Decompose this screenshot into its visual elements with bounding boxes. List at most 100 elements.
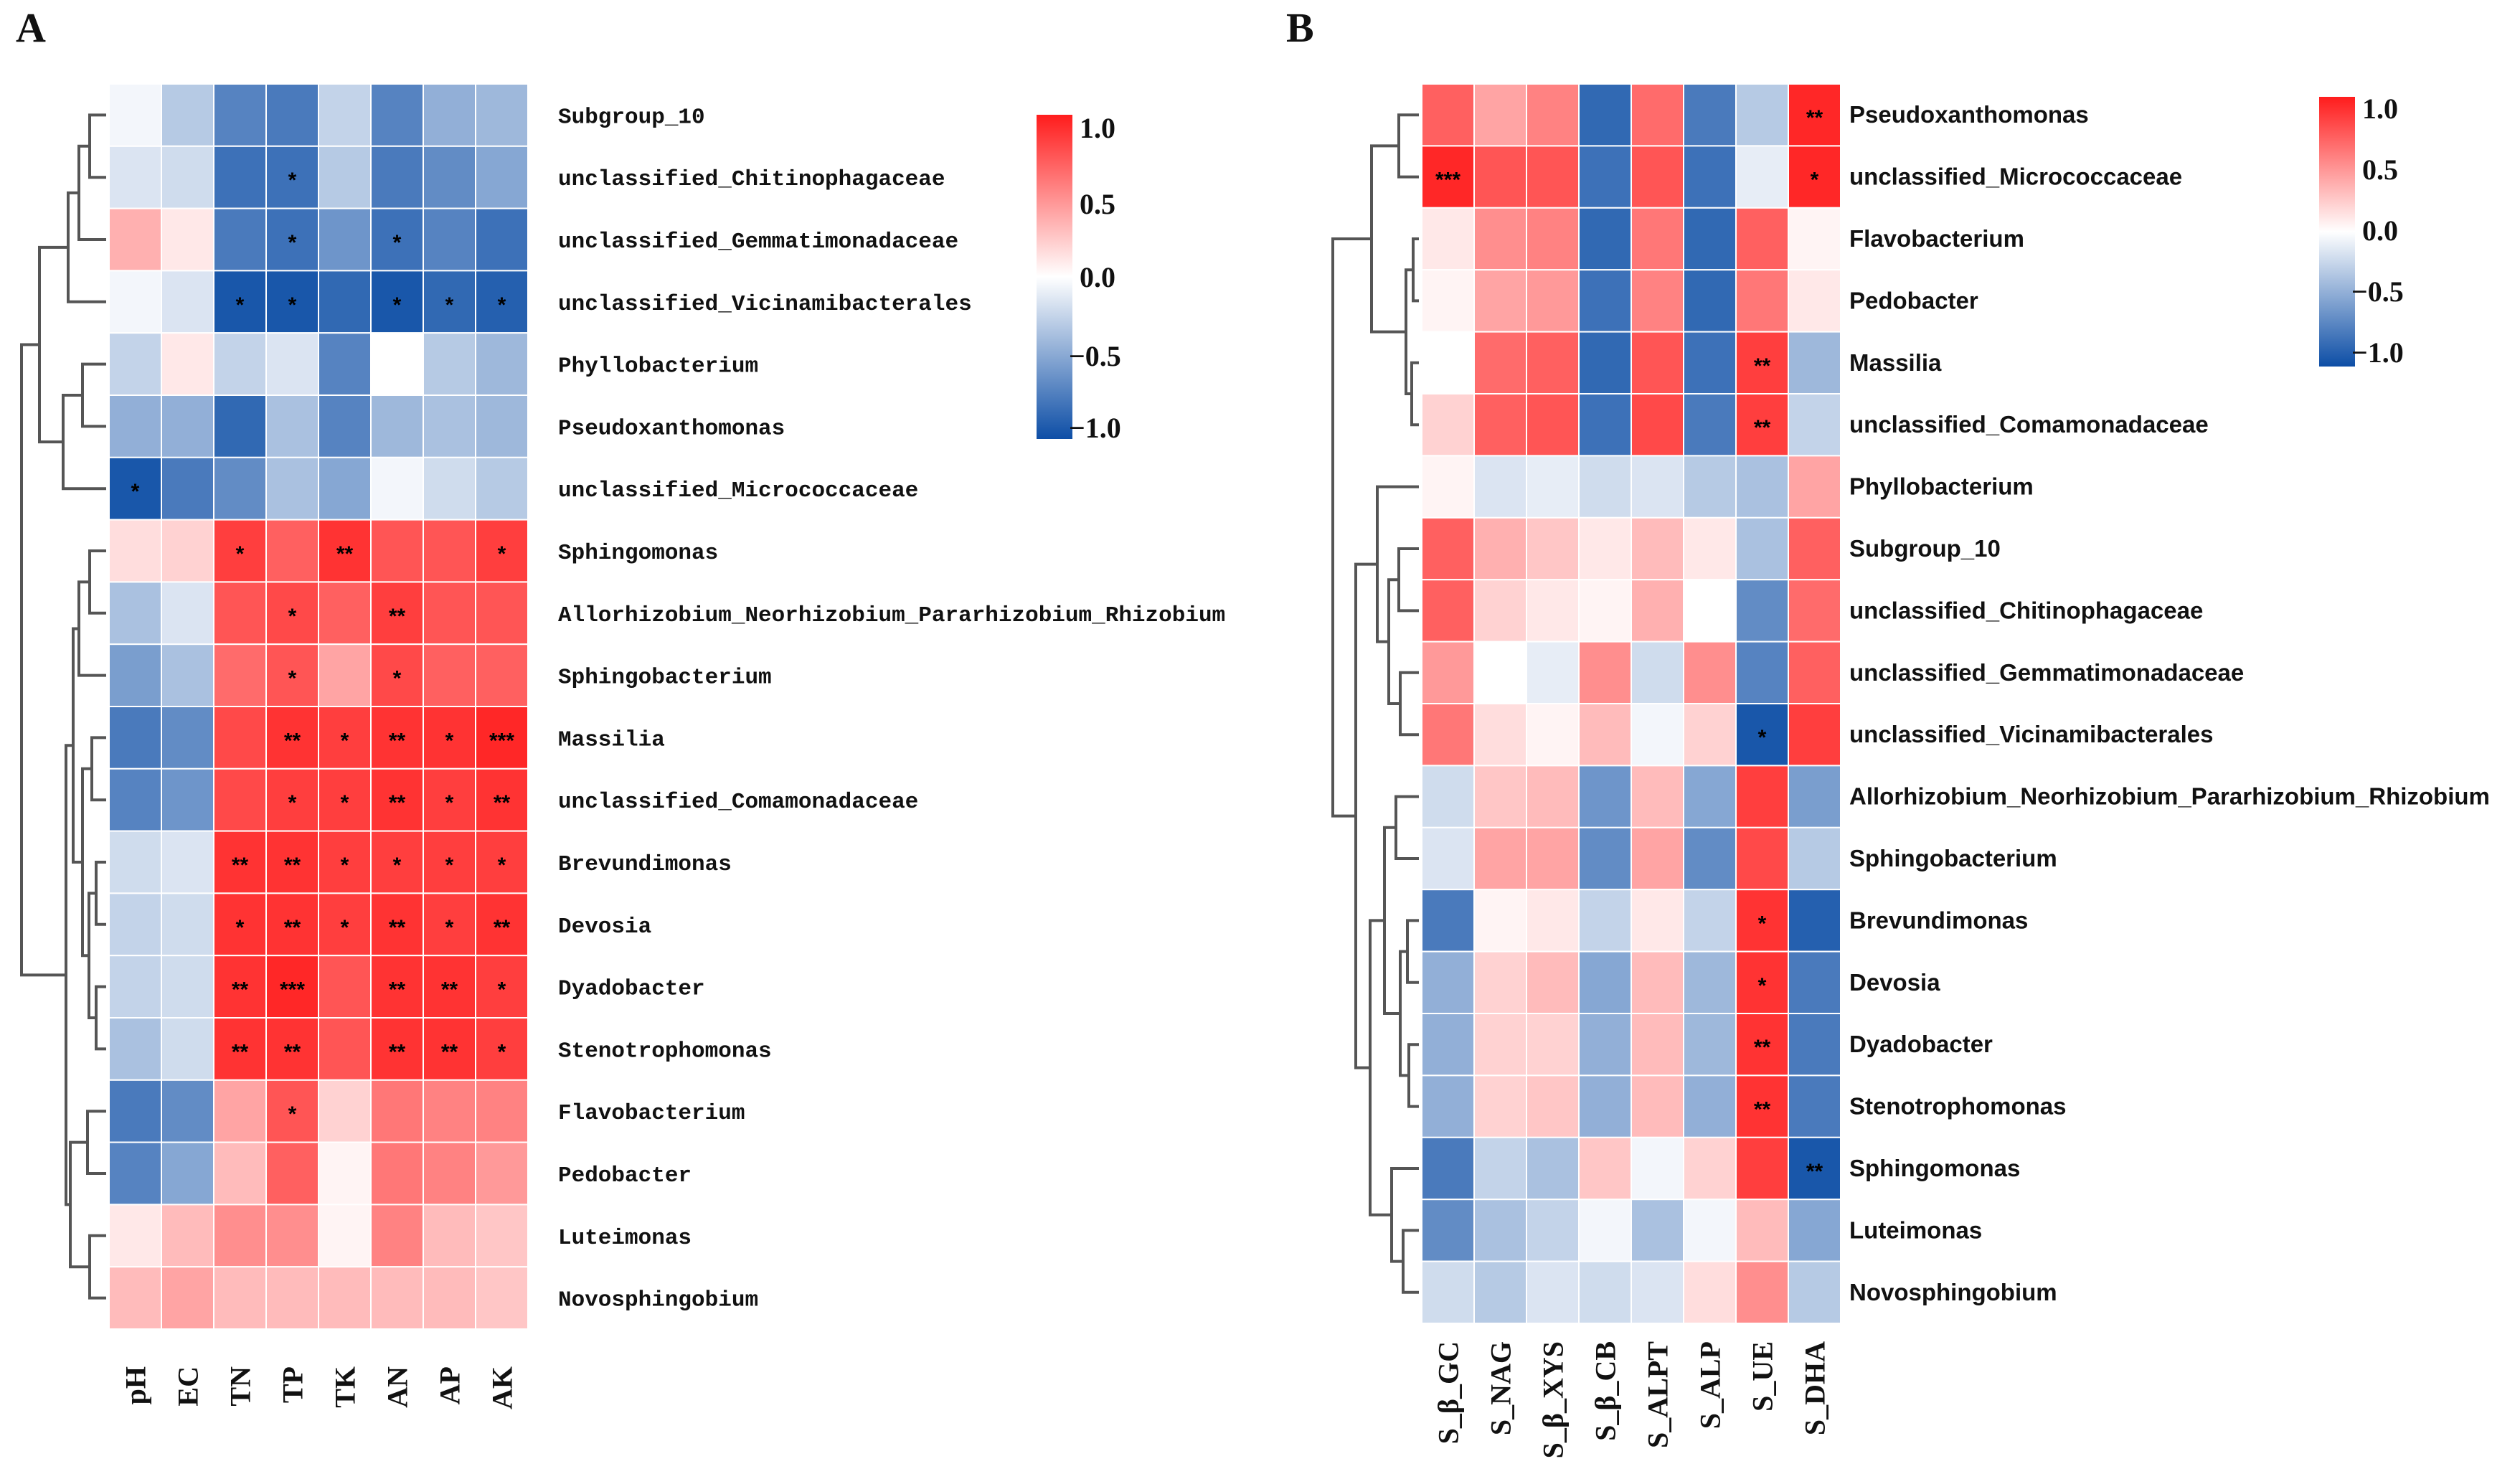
dendrogram-b-branch-5 [1397,547,1419,613]
significance-mark-b-0-7: ** [1806,106,1823,130]
dendrogram-b-branch-16 [1369,919,1392,1216]
dendrogram-b-branch-14 [1402,1229,1419,1294]
significance-mark-a-1-3: * [288,169,297,192]
heat-cell-b-3-1 [1473,269,1527,333]
heat-cell-b-0-0 [1421,83,1475,147]
dendrogram-b-branch-6 [1399,671,1419,737]
significance-mark-b-15-6: ** [1754,1036,1771,1059]
heat-cell-b-19-3 [1578,1260,1632,1324]
heat-cell-a-13-1 [161,892,214,957]
heat-cell-a-13-5 [370,892,424,957]
dendrogram-a-branch-10 [95,985,106,1051]
row-label-a-unclassified-gemmatimonadaceae: unclassified_Gemmatimonadaceae [558,230,958,255]
heat-cell-b-11-0 [1421,765,1475,828]
dendrogram-a-branch-14 [86,1110,106,1175]
heat-cell-a-2-4 [318,207,372,272]
heat-cell-a-14-6 [423,955,476,1019]
heat-cell-b-18-7 [1788,1199,1841,1262]
heat-cell-a-17-1 [161,1141,214,1206]
heat-cell-a-18-2 [213,1204,267,1268]
heat-cell-a-17-0 [108,1141,162,1206]
heat-cell-a-15-7 [475,1017,529,1081]
significance-mark-a-7-2: * [236,542,245,566]
heat-cell-b-13-4 [1631,889,1684,953]
heat-cell-b-15-4 [1631,1013,1684,1077]
dendrogram-a-branch-6 [88,549,106,615]
dendrogram-a-branch-9 [95,861,106,926]
heat-cell-b-17-2 [1526,1136,1580,1201]
heat-cell-b-4-4 [1631,331,1684,395]
row-label-b-unclassified-chitinophagaceae: unclassified_Chitinophagaceae [1849,597,2203,623]
heat-cell-a-19-3 [265,1266,319,1330]
heat-cell-b-19-2 [1526,1260,1580,1324]
heat-cell-a-4-6 [423,332,476,397]
heat-cell-a-6-4 [318,456,372,521]
heat-cell-b-2-5 [1683,207,1737,271]
colorbar-b: 1.0 0.5 0.0 −0.5 −1.0 [2319,93,2404,369]
heat-cell-a-17-6 [423,1141,476,1206]
heat-cell-a-1-1 [161,145,214,209]
dendrogram-b-branch-9 [1395,795,1419,860]
heat-cell-a-8-5 [370,581,424,646]
heat-cell-a-18-6 [423,1204,476,1268]
heat-cell-b-9-5 [1683,641,1737,704]
dendrogram-a-branch-18 [20,343,66,977]
column-label-a-ec: EC [172,1366,204,1407]
heat-cell-a-4-4 [318,332,372,397]
heat-cell-a-9-6 [423,643,476,708]
heat-cell-a-1-5 [370,145,424,209]
heat-cell-a-10-0 [108,706,162,770]
heat-cell-b-11-1 [1473,765,1527,828]
heat-cell-b-7-0 [1421,516,1475,581]
heat-cell-b-13-2 [1526,889,1580,953]
heat-cell-b-3-2 [1526,269,1580,333]
heat-cell-a-6-5 [370,456,424,521]
heat-cell-a-7-3 [265,519,319,583]
heat-cell-b-8-6 [1735,579,1789,643]
significance-mark-a-12-4: * [341,854,349,877]
heat-cell-a-1-6 [423,145,476,209]
heat-cell-b-7-6 [1735,516,1789,581]
heat-cell-b-10-6 [1735,703,1789,767]
heat-cell-a-17-5 [370,1141,424,1206]
heat-cell-a-4-1 [161,332,214,397]
heat-cell-a-6-7 [475,456,529,521]
heat-cell-b-18-5 [1683,1199,1737,1262]
dendrogram-a-branch-15 [88,1234,106,1300]
heat-cell-a-9-0 [108,643,162,708]
heat-cell-b-8-7 [1788,579,1841,643]
heat-cell-b-10-1 [1473,703,1527,767]
heat-cell-a-2-0 [108,207,162,272]
column-label-b-s-gc: S_β_GC [1433,1341,1465,1444]
heat-cell-b-8-1 [1473,579,1527,643]
heat-cell-b-3-3 [1578,269,1632,333]
heat-cell-a-15-1 [161,1017,214,1081]
heat-cell-a-3-4 [318,270,372,334]
heat-cell-b-2-3 [1578,207,1632,271]
row-label-a-devosia: Devosia [558,915,651,940]
heat-cell-b-0-6 [1735,83,1789,147]
colorbar-a-tick-1: 1.0 [1080,112,1115,144]
heat-cell-b-16-0 [1421,1074,1475,1138]
heat-cell-a-8-2 [213,581,267,646]
heat-cell-b-4-0 [1421,331,1475,395]
row-label-b-unclassified-comamonadaceae: unclassified_Comamonadaceae [1849,411,2209,438]
heat-cell-b-7-3 [1578,516,1632,581]
heat-cell-b-5-7 [1788,393,1841,457]
heat-cell-b-10-2 [1526,703,1580,767]
heat-cell-a-6-1 [161,456,214,521]
heat-cell-a-5-7 [475,394,529,458]
significance-mark-a-8-5: ** [389,605,406,628]
significance-mark-a-9-5: * [393,667,402,691]
heat-cell-a-13-2 [213,892,267,957]
heat-cell-a-17-4 [318,1141,372,1206]
heat-cell-b-15-0 [1421,1013,1475,1077]
row-label-a-brevundimonas: Brevundimonas [558,852,732,877]
row-label-a-allorhizobium-neorhizobium-pararhizobium-rhizobium: Allorhizobium_Neorhizobium_Pararhizobium… [558,603,1225,628]
heat-cell-b-11-2 [1526,765,1580,828]
dendrogram-b-branch-0 [1397,113,1419,179]
significance-mark-a-14-6: ** [441,978,458,1002]
row-label-b-massilia: Massilia [1849,349,1942,376]
heat-cell-a-16-7 [475,1079,529,1143]
